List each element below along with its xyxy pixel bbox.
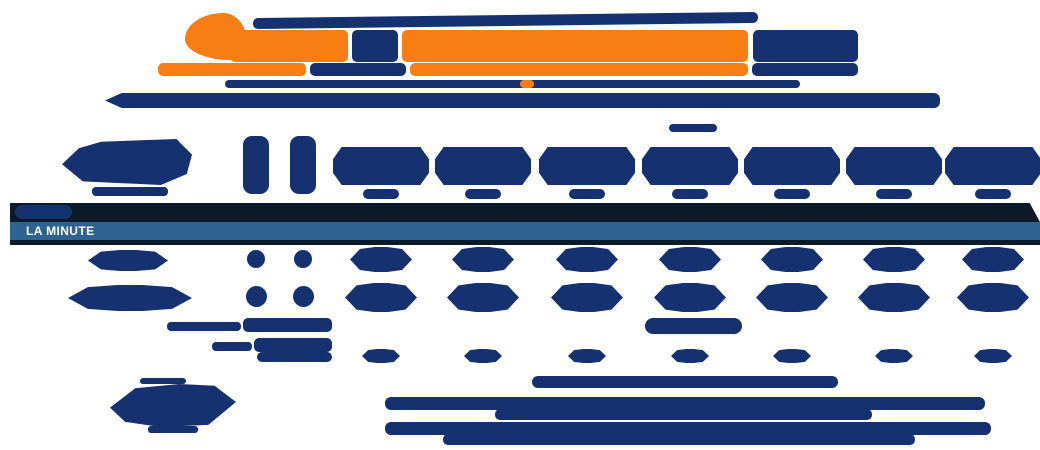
column-header-sublabel-blob (876, 189, 912, 199)
row1-value-pill-blob (761, 247, 823, 272)
column-header-pill-blob (846, 147, 942, 185)
row2-value-pill-blob (345, 283, 417, 312)
column-header-pill-blob (642, 147, 738, 185)
narrow-row1-value-dot (247, 250, 265, 268)
row3-value-pill-blob (773, 349, 811, 363)
table-corner-sublabel-blob (92, 187, 168, 196)
title-word-blob (753, 30, 858, 62)
column-header-sublabel-blob (465, 189, 501, 199)
mid-center-pill-blob (645, 318, 742, 334)
column-header-sublabel-blob (569, 189, 605, 199)
mid-note-small-blob (167, 322, 241, 331)
fine-print-accent-blob (520, 80, 534, 88)
row1-value-pill-blob (350, 247, 412, 272)
column-header-sublabel-blob (672, 189, 708, 199)
minute-band-shadow (10, 240, 1040, 245)
row1-value-pill-blob (863, 247, 925, 272)
row1-value-pill-blob (452, 247, 514, 272)
narrow-row1-value-dot (294, 250, 312, 268)
narrow-row2-value-dot (246, 286, 267, 307)
row2-value-pill-blob (654, 283, 726, 312)
footer-line-blob (443, 434, 915, 445)
title-word-blob (402, 30, 748, 62)
minute-band-label: LA MINUTE (26, 224, 95, 238)
column-header-pill-blob (435, 147, 531, 185)
row1-value-pill-blob (556, 247, 618, 272)
column-header-pill-blob (539, 147, 635, 185)
row3-value-pill-blob (464, 349, 502, 363)
footer-line-blob (385, 422, 991, 435)
footer-line-blob (385, 397, 985, 410)
row2-value-pill-blob (957, 283, 1029, 312)
burst-bottom-text-blob (148, 426, 198, 433)
title-word-blob (352, 30, 398, 62)
row2-label-blob (68, 285, 192, 311)
section-band-word-blob (15, 205, 72, 219)
row3-value-pill-blob (974, 349, 1012, 363)
row3-value-pill-blob (568, 349, 606, 363)
row1-value-pill-blob (659, 247, 721, 272)
mid-note-bold-blob (257, 352, 332, 362)
title-word-blob (230, 30, 348, 62)
column-header-sublabel-blob (774, 189, 810, 199)
burst-shape (110, 384, 236, 427)
column-header-pill-blob (333, 147, 429, 185)
table-corner-label-blob (62, 139, 192, 185)
fine-print-line-blob (225, 80, 800, 88)
column-header-sublabel-blob (363, 189, 399, 199)
row2-value-pill-blob (447, 283, 519, 312)
narrow-row2-value-dot (293, 286, 314, 307)
row3-value-pill-blob (875, 349, 913, 363)
row2-value-pill-blob (858, 283, 930, 312)
subtitle-word-blob (752, 63, 858, 76)
row2-value-pill-blob (551, 283, 623, 312)
section-band-dark (10, 203, 1040, 222)
minute-band: LA MINUTE (10, 222, 1040, 240)
footer-line-blob (495, 409, 872, 420)
row3-value-pill-blob (362, 349, 400, 363)
narrow-column-header-blob (290, 136, 316, 194)
mid-note-bold-blob (254, 338, 332, 352)
footer-line-blob (532, 376, 838, 388)
row2-value-pill-blob (756, 283, 828, 312)
logo-tagline-blob (252, 11, 759, 30)
column-header-sublabel-blob (975, 189, 1011, 199)
column-header-pill-blob (945, 147, 1040, 185)
row3-value-pill-blob (671, 349, 709, 363)
subtitle-word-blob (158, 63, 306, 76)
burst-top-text-blob (140, 378, 186, 384)
column-4-overtitle-blob (669, 124, 717, 132)
mid-note-small-blob (212, 342, 252, 351)
column-header-pill-blob (744, 147, 840, 185)
intro-line-blob (105, 93, 940, 108)
mid-note-bold-blob (243, 318, 332, 332)
subtitle-word-blob (310, 63, 406, 76)
row1-label-blob (88, 250, 168, 271)
subtitle-word-blob (410, 63, 748, 76)
row1-value-pill-blob (962, 247, 1024, 272)
narrow-column-header-blob (243, 136, 269, 194)
